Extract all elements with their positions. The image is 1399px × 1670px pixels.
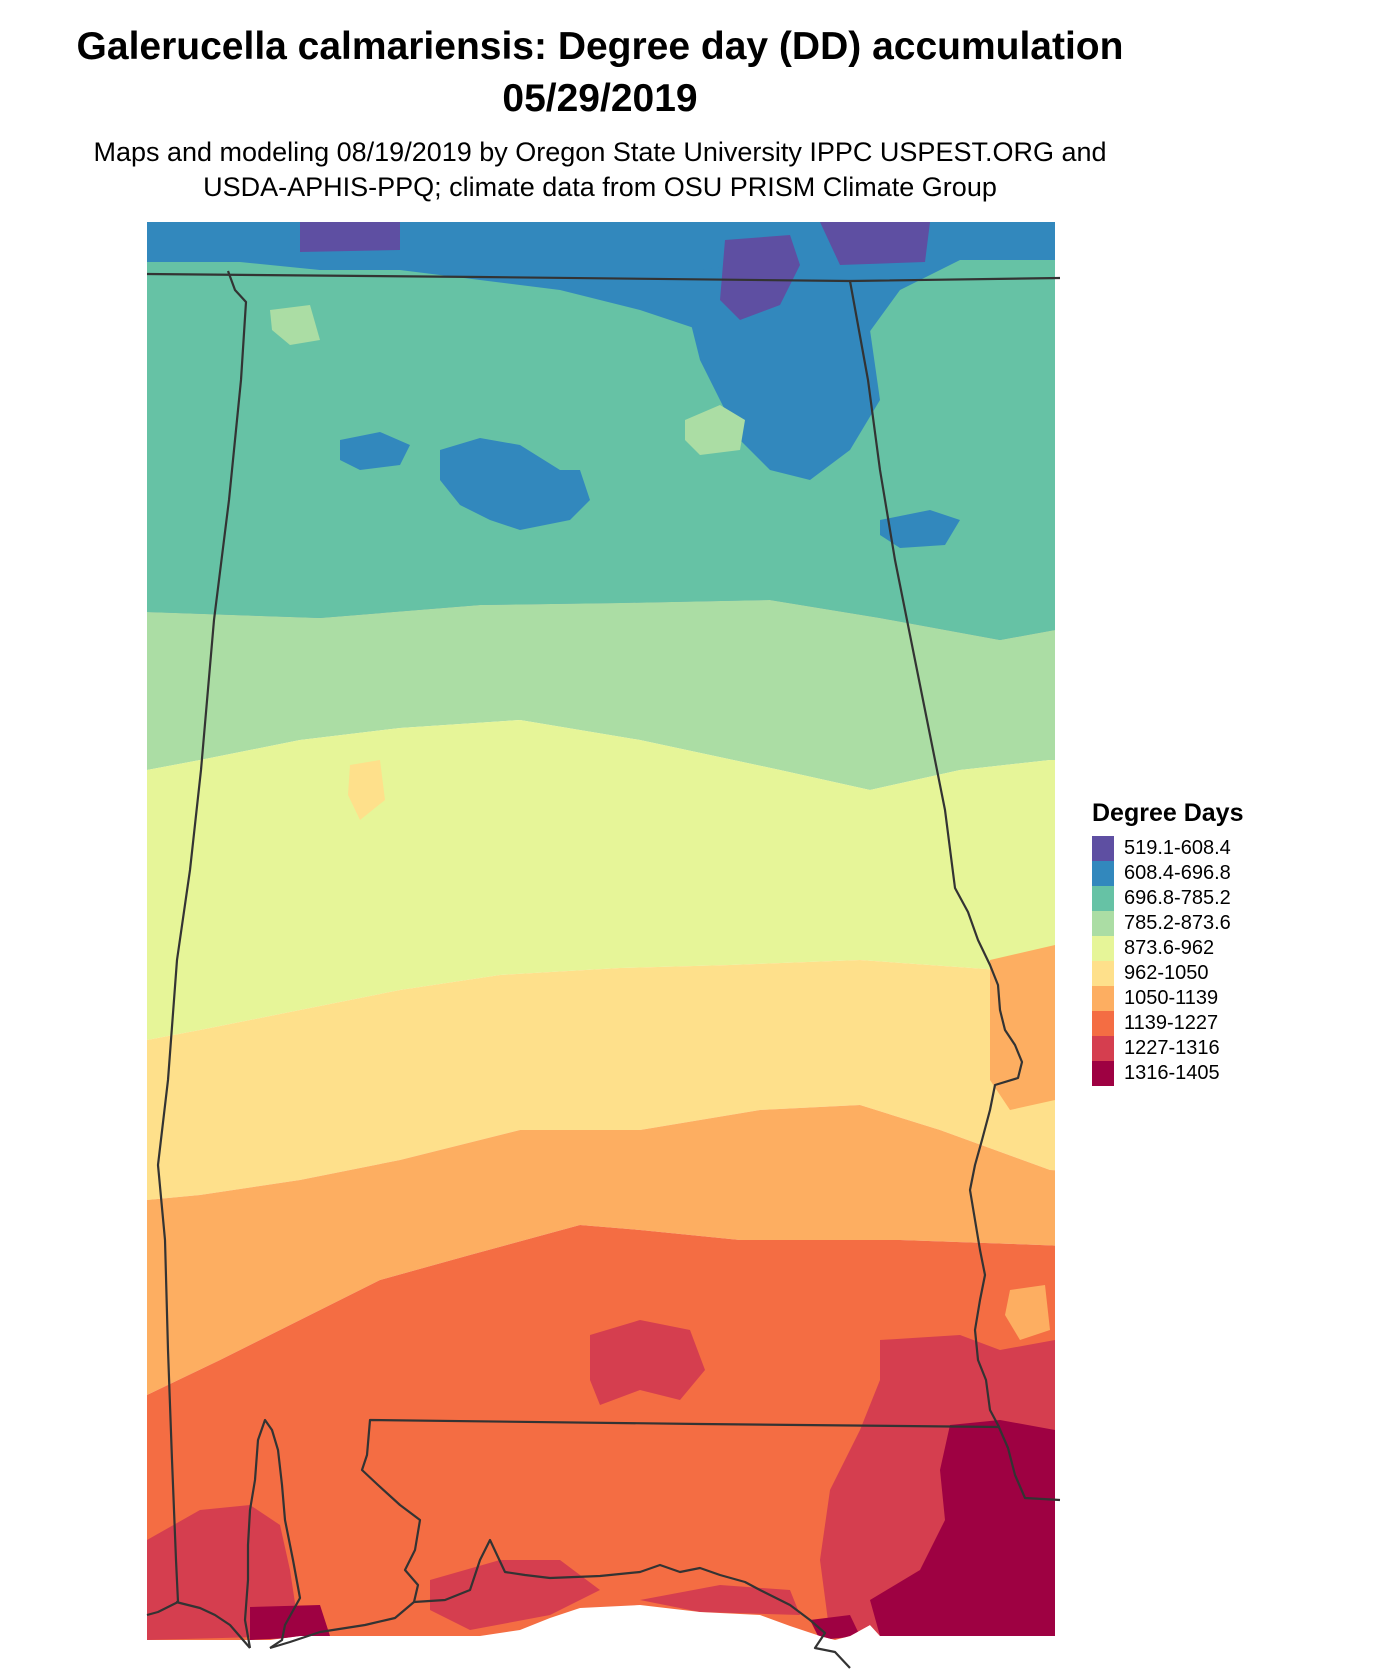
coldest-patch-3	[820, 222, 930, 265]
dd-zone-785-874	[147, 600, 1055, 790]
legend-label: 1316-1405	[1124, 1062, 1220, 1084]
warm-pocket-center	[348, 760, 385, 820]
legend-label: 1227-1316	[1124, 1037, 1220, 1059]
chart-date: 05/29/2019	[502, 77, 698, 120]
legend-label: 962-1050	[1124, 962, 1209, 984]
legend-item: 873.6-962	[1092, 936, 1243, 961]
legend-swatch	[1092, 1036, 1114, 1061]
legend-label: 785.2-873.6	[1124, 912, 1231, 934]
hot-patch-central	[590, 1320, 705, 1405]
hot-patch-west	[147, 1505, 300, 1640]
coldest-patch-2	[720, 235, 800, 320]
credit-line-2: USDA-APHIS-PPQ; climate data from OSU PR…	[203, 172, 997, 202]
florida-coastline	[413, 1538, 851, 1669]
legend-item: 1139-1227	[1092, 1011, 1243, 1036]
legend-swatch	[1092, 911, 1114, 936]
hottest-patch-coast	[810, 1615, 860, 1640]
northern-border	[146, 272, 1061, 283]
legend-label: 873.6-962	[1124, 937, 1215, 959]
legend-title: Degree Days	[1092, 799, 1244, 827]
legend-label: 696.8-785.2	[1124, 887, 1231, 909]
mobile-bay-shore	[243, 1418, 302, 1649]
legend-swatch	[1092, 961, 1114, 986]
legend-item: 1227-1316	[1092, 1036, 1243, 1061]
coldest-patch-1	[300, 222, 400, 252]
mild-patch-north-1	[270, 305, 320, 345]
legend-item: 1316-1405	[1092, 1061, 1243, 1086]
legend-swatch	[1092, 886, 1114, 911]
hot-patch-coast-2	[640, 1585, 800, 1615]
legend-swatch	[1092, 1061, 1114, 1086]
alabama-east-boundary	[848, 280, 1061, 1502]
legend-item: 785.2-873.6	[1092, 911, 1243, 936]
state-borders	[146, 270, 1061, 1669]
legend-swatch	[1092, 836, 1114, 861]
chart-title: Galerucella calmariensis: Degree day (DD…	[76, 25, 1124, 68]
legend: Degree Days 519.1-608.4 608.4-696.8 696.8-…	[1092, 798, 1243, 1086]
alabama-outline	[146, 270, 248, 1617]
cool-patch-ne	[880, 510, 960, 548]
warm-pocket-southeast	[1005, 1285, 1050, 1340]
legend-label: 1050-1139	[1124, 987, 1219, 1009]
legend-label: 1139-1227	[1124, 1012, 1219, 1034]
legend-swatch	[1092, 936, 1114, 961]
hottest-patch-sw	[250, 1605, 330, 1640]
legend-item: 608.4-696.8	[1092, 861, 1243, 886]
legend-swatch	[1092, 986, 1114, 1011]
legend-swatch	[1092, 861, 1114, 886]
dd-patch-layer	[147, 222, 1055, 1640]
cool-patch-north-4	[340, 432, 410, 470]
warm-pocket-east	[990, 945, 1055, 1110]
legend-label: 519.1-608.4	[1124, 837, 1231, 859]
mild-patch-north-2	[685, 405, 745, 455]
florida-boundary	[269, 1418, 1001, 1650]
coast-west	[175, 1600, 251, 1649]
legend-item: 519.1-608.4	[1092, 836, 1243, 861]
legend-items: 519.1-608.4 608.4-696.8 696.8-785.2 785.2-8…	[1092, 836, 1243, 1086]
legend-item: 696.8-785.2	[1092, 886, 1243, 911]
dd-zone-1050-1139	[147, 1105, 1055, 1395]
credit-line-1: Maps and modeling 08/19/2019 by Oregon S…	[93, 137, 1107, 167]
gulf-water	[560, 1608, 760, 1660]
legend-swatch	[1092, 1011, 1114, 1036]
legend-item: 962-1050	[1092, 961, 1243, 986]
hottest-patch-se	[870, 1420, 1055, 1636]
legend-label: 608.4-696.8	[1124, 862, 1231, 884]
cool-patch-north-3	[440, 438, 590, 530]
legend-item: 1050-1139	[1092, 986, 1243, 1011]
